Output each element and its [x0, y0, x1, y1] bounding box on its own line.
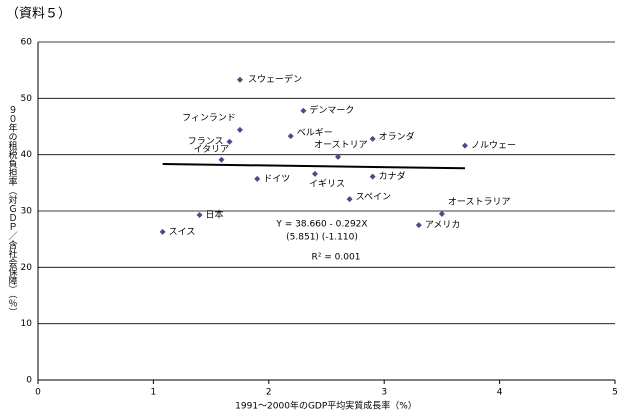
- point: [159, 228, 166, 235]
- trendline: [162, 163, 465, 170]
- y-axis-label: ９０年の租税負担率（対ＧＤＰ／含社会保障）（％）: [7, 105, 18, 317]
- point: [196, 211, 203, 218]
- x-tick-label: 0: [35, 388, 41, 398]
- chart-title: （資料５）: [6, 7, 71, 22]
- point-label: ノルウェー: [471, 140, 516, 151]
- x-axis-label: 1991～2000年のGDP平均実質成長率（%）: [235, 400, 417, 412]
- point-label: オーストラリア: [448, 196, 511, 207]
- point-label: デンマーク: [309, 104, 354, 116]
- point-label: オランダ: [379, 130, 415, 142]
- point: [236, 126, 243, 133]
- point: [438, 210, 445, 217]
- y-tick-label: 40: [21, 150, 33, 160]
- y-tick-label: 0: [26, 376, 32, 386]
- point-label: カナダ: [379, 170, 406, 182]
- point: [254, 175, 261, 182]
- y-tick-label: 20: [21, 263, 33, 273]
- y-tick-label: 10: [21, 319, 33, 329]
- point: [415, 222, 422, 229]
- point-label: スウェーデン: [248, 73, 302, 85]
- y-tick-label: 50: [21, 94, 33, 104]
- point-label: アメリカ: [425, 220, 461, 231]
- point: [346, 196, 353, 203]
- point: [236, 76, 243, 83]
- x-tick-label: 3: [381, 388, 387, 398]
- point: [335, 153, 342, 160]
- point-label: スペイン: [356, 193, 391, 203]
- point: [226, 138, 233, 145]
- point: [218, 156, 225, 163]
- x-tick-label: 4: [497, 388, 503, 398]
- point: [461, 142, 468, 149]
- point: [311, 170, 318, 177]
- point-label: 日本: [206, 208, 224, 220]
- point-label: オーストリア: [314, 139, 368, 150]
- point-label: ベルギー: [297, 128, 333, 139]
- annotation: Y = 38.660 - 0.292X: [275, 220, 367, 230]
- point-label: イタリア: [193, 144, 229, 155]
- x-tick-label: 5: [612, 388, 618, 398]
- y-tick-label: 60: [21, 38, 33, 48]
- annotation: (5.851) (-1.110): [286, 233, 358, 243]
- point-label: フィンランド: [182, 112, 236, 123]
- point-label: イギリス: [309, 178, 345, 189]
- annotation: R² = 0.001: [312, 253, 361, 263]
- point: [369, 135, 376, 142]
- point: [300, 107, 307, 114]
- point: [287, 133, 294, 140]
- point-label: スイス: [169, 227, 196, 237]
- y-tick-label: 30: [21, 207, 33, 217]
- x-tick-label: 1: [151, 388, 157, 398]
- x-tick-label: 2: [266, 388, 272, 398]
- point-label: フランス: [188, 136, 224, 147]
- point-label: ドイツ: [263, 174, 290, 184]
- point: [369, 173, 376, 180]
